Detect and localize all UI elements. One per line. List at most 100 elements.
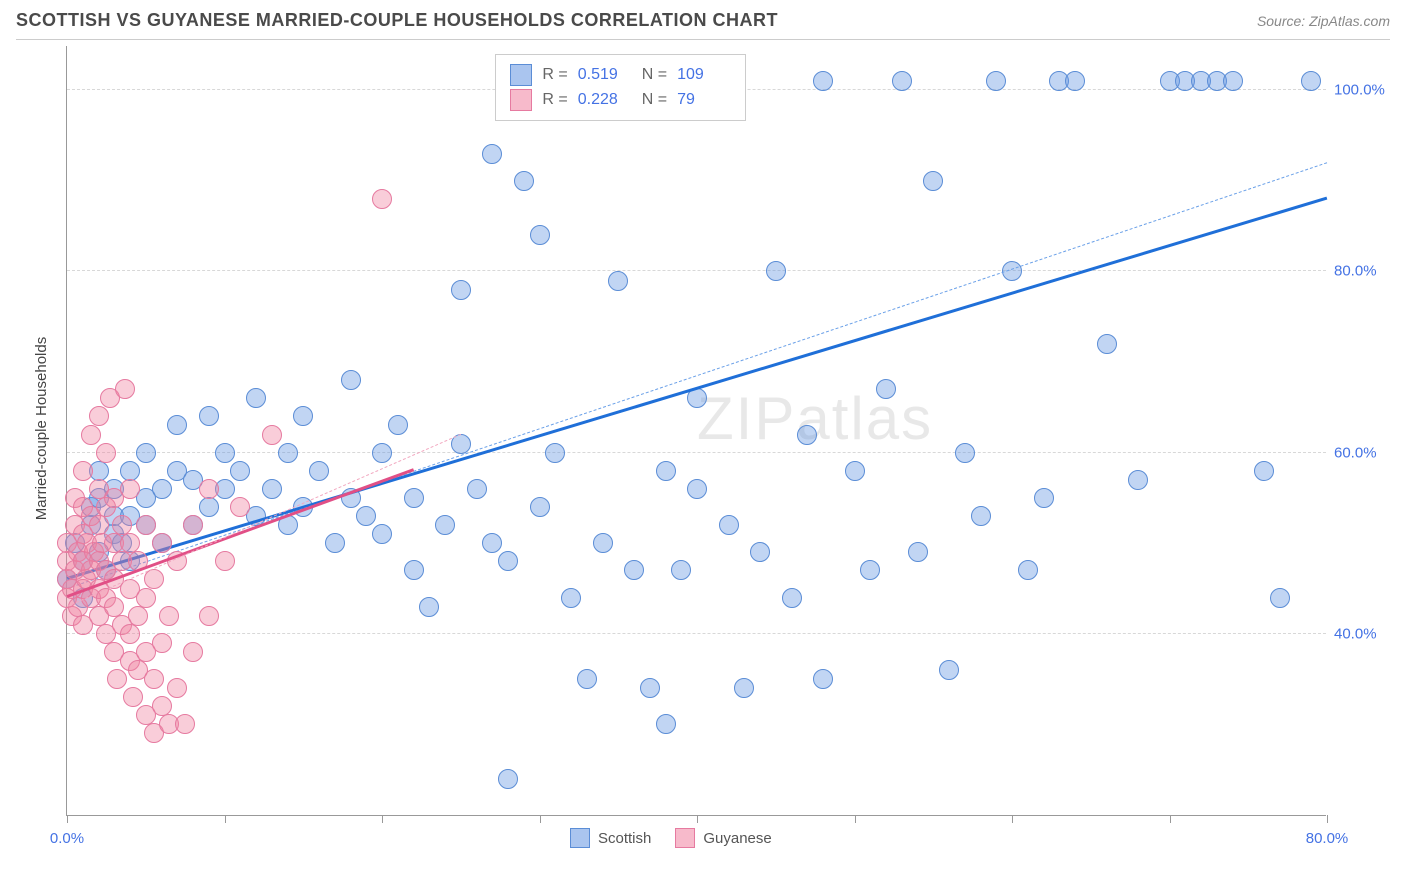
- scatter-point: [845, 461, 865, 481]
- chart-title: SCOTTISH VS GUYANESE MARRIED-COUPLE HOUS…: [16, 10, 778, 31]
- scatter-point: [640, 678, 660, 698]
- bottom-legend: Scottish Guyanese: [570, 828, 772, 848]
- scatter-point: [766, 261, 786, 281]
- scatter-point: [545, 443, 565, 463]
- stats-swatch: [510, 64, 532, 86]
- scatter-point: [1254, 461, 1274, 481]
- x-tick: [382, 815, 383, 823]
- scatter-point: [782, 588, 802, 608]
- x-tick: [1327, 815, 1328, 823]
- scatter-point: [152, 633, 172, 653]
- y-axis-label: Married-couple Households: [33, 337, 50, 520]
- scatter-point: [498, 769, 518, 789]
- scatter-point: [1065, 71, 1085, 91]
- chart-source: Source: ZipAtlas.com: [1257, 13, 1390, 29]
- scatter-point: [372, 443, 392, 463]
- watermark: ZIPatlas: [697, 384, 933, 453]
- scatter-point: [112, 515, 132, 535]
- scatter-point: [939, 660, 959, 680]
- grid-line: [67, 633, 1326, 634]
- plot-area: 40.0%60.0%80.0%100.0%0.0%80.0%ZIPatlasR …: [66, 46, 1326, 816]
- scatter-point: [175, 714, 195, 734]
- scatter-point: [1018, 560, 1038, 580]
- scatter-point: [1270, 588, 1290, 608]
- scatter-point: [577, 669, 597, 689]
- scatter-point: [372, 189, 392, 209]
- scatter-point: [167, 415, 187, 435]
- scatter-point: [971, 506, 991, 526]
- scatter-point: [892, 71, 912, 91]
- scatter-point: [107, 669, 127, 689]
- scatter-point: [482, 533, 502, 553]
- scatter-point: [183, 515, 203, 535]
- scatter-point: [199, 479, 219, 499]
- scatter-point: [404, 488, 424, 508]
- scatter-point: [120, 479, 140, 499]
- stats-n: 109: [677, 66, 731, 84]
- legend-label: Scottish: [598, 830, 651, 847]
- y-tick-label: 80.0%: [1334, 263, 1394, 280]
- chart-container: Married-couple Households 40.0%60.0%80.0…: [16, 39, 1390, 871]
- scatter-point: [120, 461, 140, 481]
- scatter-point: [1301, 71, 1321, 91]
- scatter-point: [152, 533, 172, 553]
- stats-r: 0.228: [578, 91, 632, 109]
- grid-line: [67, 452, 1326, 453]
- x-tick: [855, 815, 856, 823]
- scatter-point: [593, 533, 613, 553]
- scatter-point: [81, 425, 101, 445]
- scatter-point: [404, 560, 424, 580]
- legend-swatch: [675, 828, 695, 848]
- scatter-point: [199, 497, 219, 517]
- scatter-point: [986, 71, 1006, 91]
- scatter-point: [530, 497, 550, 517]
- scatter-point: [482, 144, 502, 164]
- scatter-point: [656, 714, 676, 734]
- scatter-point: [89, 515, 109, 535]
- stats-n: 79: [677, 91, 731, 109]
- scatter-point: [136, 443, 156, 463]
- y-tick-label: 100.0%: [1334, 82, 1394, 99]
- scatter-point: [262, 479, 282, 499]
- x-tick: [1170, 815, 1171, 823]
- scatter-point: [719, 515, 739, 535]
- scatter-point: [514, 171, 534, 191]
- x-tick: [540, 815, 541, 823]
- scatter-point: [876, 379, 896, 399]
- scatter-point: [199, 606, 219, 626]
- scatter-point: [325, 533, 345, 553]
- scatter-point: [128, 606, 148, 626]
- scatter-point: [908, 542, 928, 562]
- scatter-point: [152, 479, 172, 499]
- y-tick-label: 40.0%: [1334, 625, 1394, 642]
- scatter-point: [230, 497, 250, 517]
- x-tick-label: 80.0%: [1306, 830, 1349, 847]
- scatter-point: [115, 379, 135, 399]
- x-tick: [1012, 815, 1013, 823]
- scatter-point: [608, 271, 628, 291]
- scatter-point: [120, 624, 140, 644]
- scatter-point: [262, 425, 282, 445]
- scatter-point: [215, 551, 235, 571]
- scatter-point: [104, 597, 124, 617]
- scatter-point: [123, 687, 143, 707]
- stats-r: 0.519: [578, 66, 632, 84]
- scatter-point: [624, 560, 644, 580]
- scatter-point: [341, 370, 361, 390]
- scatter-point: [144, 669, 164, 689]
- scatter-point: [152, 696, 172, 716]
- scatter-point: [183, 642, 203, 662]
- legend-item: Guyanese: [675, 828, 771, 848]
- legend-item: Scottish: [570, 828, 651, 848]
- scatter-point: [923, 171, 943, 191]
- stats-row: R =0.519N =109: [510, 64, 731, 86]
- scatter-point: [309, 461, 329, 481]
- scatter-point: [1223, 71, 1243, 91]
- scatter-point: [246, 388, 266, 408]
- scatter-point: [955, 443, 975, 463]
- scatter-point: [89, 406, 109, 426]
- scatter-point: [293, 406, 313, 426]
- scatter-point: [215, 443, 235, 463]
- scatter-point: [750, 542, 770, 562]
- scatter-point: [278, 443, 298, 463]
